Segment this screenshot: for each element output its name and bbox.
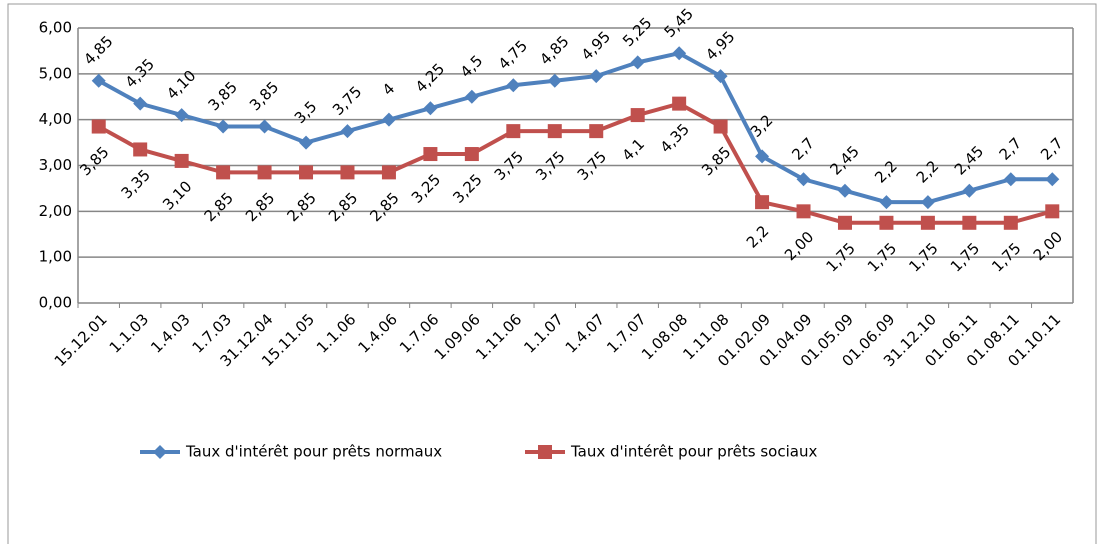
marker (91, 73, 106, 88)
y-tick-label: 1,00 (39, 248, 72, 266)
marker (133, 142, 148, 157)
marker (1045, 204, 1060, 219)
marker (340, 124, 355, 139)
marker (630, 55, 645, 70)
marker (589, 69, 604, 84)
marker (133, 96, 148, 111)
marker (672, 96, 687, 111)
marker (837, 215, 852, 230)
marker (589, 124, 604, 139)
marker (216, 165, 231, 180)
marker (755, 149, 770, 164)
marker (257, 119, 272, 134)
marker (381, 112, 396, 127)
marker (1003, 215, 1018, 230)
marker (796, 172, 811, 187)
legend-label: Taux d'intérêt pour prêts sociaux (570, 443, 817, 461)
marker (381, 165, 396, 180)
marker (879, 195, 894, 210)
marker (962, 183, 977, 198)
marker (91, 119, 106, 134)
marker (299, 165, 314, 180)
marker (1003, 172, 1018, 187)
y-tick-label: 2,00 (39, 202, 72, 220)
marker (796, 204, 811, 219)
y-tick-label: 4,00 (39, 110, 72, 128)
marker (257, 165, 272, 180)
marker (340, 165, 355, 180)
marker (837, 183, 852, 198)
y-tick-label: 5,00 (39, 64, 72, 82)
marker (547, 124, 562, 139)
marker (423, 101, 438, 116)
marker (920, 215, 935, 230)
marker (879, 215, 894, 230)
marker (299, 135, 314, 150)
legend-marker (538, 445, 552, 459)
marker (755, 195, 770, 210)
y-tick-label: 6,00 (39, 19, 72, 37)
y-tick-label: 0,00 (39, 294, 72, 312)
legend-label: Taux d'intérêt pour prêts normaux (185, 443, 442, 461)
marker (713, 119, 728, 134)
marker (672, 46, 687, 61)
marker (1045, 172, 1060, 187)
marker (174, 153, 189, 168)
marker (962, 215, 977, 230)
marker (464, 89, 479, 104)
marker (630, 108, 645, 123)
marker (216, 119, 231, 134)
marker (506, 124, 521, 139)
y-tick-label: 3,00 (39, 156, 72, 174)
marker (547, 73, 562, 88)
marker (920, 195, 935, 210)
marker (423, 147, 438, 162)
legend-marker (153, 445, 167, 459)
marker (506, 78, 521, 93)
marker (174, 108, 189, 123)
marker (464, 147, 479, 162)
marker (713, 69, 728, 84)
